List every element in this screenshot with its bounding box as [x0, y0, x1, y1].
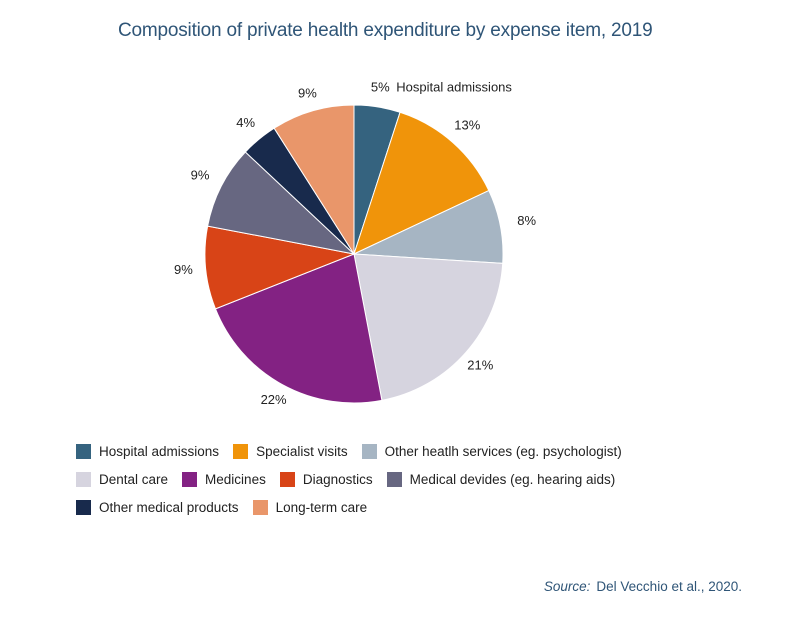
legend-item: Long-term care: [252, 499, 368, 515]
pie-chart: 5% Hospital admissions 13% 8% 21% 22% 9% 9% 4% 9%: [174, 80, 537, 408]
pie-value-label: 9%: [174, 262, 193, 277]
legend-item: Specialist visits: [233, 443, 348, 459]
pie-value-label: 9%: [298, 86, 317, 101]
legend-swatch: [233, 443, 249, 459]
legend-label: Other medical products: [99, 499, 239, 515]
legend-label: Medicines: [205, 471, 266, 487]
legend-label: Long-term care: [275, 499, 368, 515]
legend-swatch: [76, 471, 91, 487]
legend-item: Medicines: [182, 471, 266, 487]
legend: Hospital admissions Specialist visits Ot…: [76, 437, 636, 521]
pie-value-label: 5%: [371, 80, 390, 95]
legend-item: Other heatlh services (eg. psychologist): [361, 443, 622, 459]
pie-slice-diagnostics: [204, 225, 356, 310]
pie-value-label: 22%: [261, 392, 287, 407]
legend-label: Dental care: [99, 471, 169, 487]
pie-slice-medicines: [214, 253, 383, 404]
legend-swatch: [252, 499, 268, 515]
legend-label: Specialist visits: [256, 443, 348, 459]
legend-swatch: [76, 443, 91, 459]
pie-slice-dental-care: [353, 253, 504, 401]
legend-swatch: [182, 471, 198, 487]
pie-value-label: 9%: [191, 168, 210, 183]
legend-swatch: [76, 499, 91, 515]
legend-label: Other heatlh services (eg. psychologist): [384, 443, 622, 459]
pie-value-label: 13%: [454, 118, 480, 133]
legend-item: Diagnostics: [279, 471, 373, 487]
legend-label: Hospital admissions: [99, 443, 220, 459]
pie-slice-medical-devides-eg-hearing-aids: [207, 151, 356, 255]
legend-item: Hospital admissions: [76, 443, 220, 459]
source-text: Del Vecchio et al., 2020.: [596, 579, 742, 594]
legend-label: Diagnostics: [302, 471, 373, 487]
pie-slice-specialist-visits: [353, 111, 490, 255]
legend-swatch: [386, 471, 402, 487]
legend-item: Dental care: [76, 471, 169, 487]
pie-slice-long-term-care: [273, 104, 355, 256]
legend-row-1: Hospital admissions Specialist visits Ot…: [76, 437, 636, 465]
legend-item: Other medical products: [76, 499, 239, 515]
legend-item: Medical devides (eg. hearing aids): [386, 471, 616, 487]
chart-title: Composition of private health expenditur…: [118, 20, 653, 41]
legend-swatch: [361, 443, 377, 459]
legend-swatch: [279, 471, 295, 487]
legend-label: Medical devides (eg. hearing aids): [409, 471, 616, 487]
pie-slices: [204, 104, 504, 404]
legend-row-2: Dental care Medicines Diagnostics Medica…: [76, 465, 636, 493]
pie-value-label: 4%: [236, 115, 255, 130]
pie-slice-annotation: Hospital admissions: [396, 80, 512, 95]
legend-row-3: Other medical products Long-term care: [76, 493, 636, 521]
pie-value-label: 8%: [517, 213, 536, 228]
pie-value-label: 21%: [467, 357, 493, 372]
source-note: Source: Del Vecchio et al., 2020.: [544, 579, 742, 594]
pie-labels: 5% Hospital admissions 13% 8% 21% 22% 9% 9% 4% 9%: [174, 80, 537, 408]
source-label: Source:: [543, 579, 591, 594]
